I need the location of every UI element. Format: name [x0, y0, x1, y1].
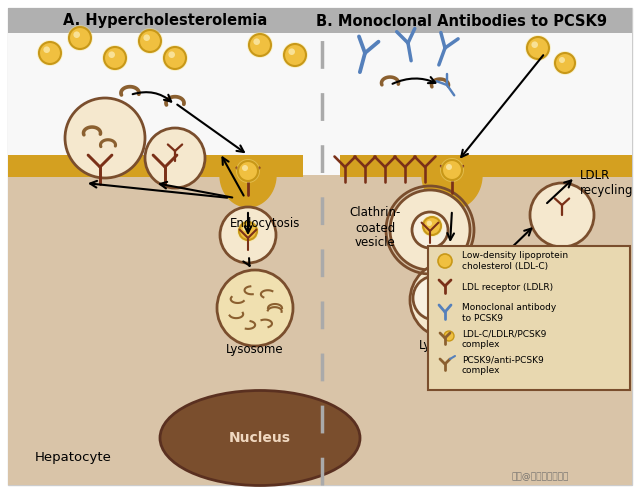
Text: A. Hypercholesterolemia: A. Hypercholesterolemia [63, 13, 267, 29]
Circle shape [390, 190, 470, 270]
Circle shape [531, 41, 538, 48]
Circle shape [145, 128, 205, 188]
Text: Hepatocyte: Hepatocyte [35, 452, 112, 464]
Circle shape [236, 159, 260, 183]
Circle shape [446, 164, 452, 170]
FancyBboxPatch shape [428, 246, 630, 390]
Circle shape [525, 35, 551, 61]
Circle shape [442, 285, 478, 321]
Text: Monoclonal antibody
to PCSK9: Monoclonal antibody to PCSK9 [462, 303, 556, 323]
Circle shape [239, 222, 257, 240]
Text: 头条@徐医生在线课堂: 头条@徐医生在线课堂 [511, 472, 569, 481]
FancyBboxPatch shape [8, 8, 632, 485]
FancyBboxPatch shape [8, 175, 632, 485]
Circle shape [102, 45, 128, 71]
Ellipse shape [160, 390, 360, 486]
Circle shape [139, 30, 161, 52]
Circle shape [67, 25, 93, 51]
Circle shape [247, 32, 273, 58]
Text: LDLR
recycling: LDLR recycling [580, 169, 634, 197]
Circle shape [413, 276, 457, 320]
Circle shape [220, 207, 276, 263]
Circle shape [162, 45, 188, 71]
Circle shape [242, 165, 248, 171]
Circle shape [410, 262, 486, 338]
Circle shape [284, 44, 306, 66]
Circle shape [289, 48, 295, 55]
Circle shape [553, 51, 577, 75]
Circle shape [39, 42, 61, 64]
Circle shape [217, 270, 293, 346]
Circle shape [440, 158, 464, 182]
Circle shape [243, 226, 248, 231]
Text: Low-density lipoprotein
cholesterol (LDL-C): Low-density lipoprotein cholesterol (LDL… [462, 251, 568, 271]
Circle shape [104, 47, 126, 69]
Circle shape [65, 98, 145, 178]
Circle shape [249, 34, 271, 56]
Circle shape [238, 161, 258, 181]
Text: Endocytosis: Endocytosis [230, 216, 300, 230]
Circle shape [253, 38, 260, 45]
Text: Nucleus: Nucleus [229, 431, 291, 445]
Circle shape [74, 32, 80, 38]
Circle shape [427, 220, 432, 226]
Polygon shape [220, 175, 276, 207]
Circle shape [555, 53, 575, 73]
Circle shape [137, 28, 163, 54]
Circle shape [168, 51, 175, 58]
Circle shape [442, 160, 462, 180]
Text: B. Monoclonal Antibodies to PCSK9: B. Monoclonal Antibodies to PCSK9 [317, 13, 607, 29]
Circle shape [143, 35, 150, 41]
Text: Lysosome: Lysosome [419, 339, 477, 352]
Circle shape [44, 46, 50, 53]
Text: Clathrin-
coated
vesicle: Clathrin- coated vesicle [349, 207, 401, 249]
Circle shape [421, 215, 443, 237]
FancyBboxPatch shape [8, 33, 632, 175]
FancyBboxPatch shape [340, 155, 632, 177]
Circle shape [237, 220, 259, 242]
FancyBboxPatch shape [8, 8, 632, 33]
Circle shape [444, 331, 454, 341]
FancyBboxPatch shape [8, 155, 303, 177]
Text: PCSK9/anti-PCSK9
complex: PCSK9/anti-PCSK9 complex [462, 355, 544, 375]
Circle shape [412, 212, 448, 248]
Text: Lysosome: Lysosome [226, 344, 284, 356]
Polygon shape [422, 175, 482, 209]
Circle shape [438, 254, 452, 268]
Circle shape [108, 51, 115, 58]
Circle shape [423, 217, 441, 235]
Circle shape [37, 40, 63, 66]
Circle shape [164, 47, 186, 69]
Circle shape [282, 42, 308, 68]
Text: LDL receptor (LDLR): LDL receptor (LDLR) [462, 282, 553, 291]
Circle shape [69, 27, 91, 49]
Text: LDL-C/LDLR/PCSK9
complex: LDL-C/LDLR/PCSK9 complex [462, 329, 547, 349]
Circle shape [527, 37, 549, 59]
Circle shape [559, 57, 565, 63]
Circle shape [530, 183, 594, 247]
